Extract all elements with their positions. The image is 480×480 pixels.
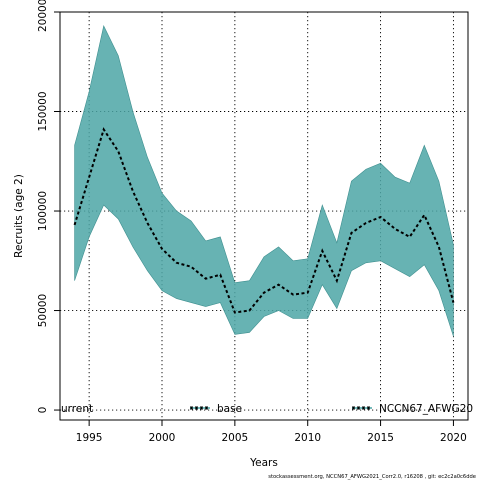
legend-label: NCCN67_AFWG20: [379, 403, 473, 415]
y-tick-label: 0: [37, 407, 49, 414]
footer-credit: stockassessment.org, NCCN67_AFWG2021_Cor…: [268, 474, 476, 480]
y-tick-label: 100000: [37, 191, 49, 231]
x-axis-title: Years: [249, 457, 278, 469]
confidence-band: [74, 25, 454, 337]
legend-label-current: urrent: [61, 403, 93, 415]
estimate-line: [73, 127, 455, 314]
confidence-band-layer: [74, 25, 454, 337]
y-axis-title: Recruits (age 2): [13, 174, 25, 258]
legend: urrent base NCCN67_AFWG20: [61, 403, 473, 415]
x-tick-label: 2015: [367, 432, 394, 444]
x-tick-label: 2005: [221, 432, 248, 444]
estimate-line-layer: [73, 127, 455, 314]
x-tick-label: 1995: [76, 432, 103, 444]
y-tick-label: 200000: [37, 0, 49, 32]
y-tick-label: 150000: [37, 91, 49, 131]
x-tick-label: 2010: [294, 432, 321, 444]
y-tick-label: 50000: [37, 294, 49, 327]
x-tick-label: 2000: [149, 432, 176, 444]
x-axis: 1995 2000 2005 2010 2015 2020: [76, 420, 467, 444]
x-tick-label: 2020: [440, 432, 467, 444]
y-axis: 0 50000 100000 150000 200000: [37, 0, 60, 413]
plot-frame: [59, 11, 469, 421]
legend-label: base: [217, 403, 242, 415]
